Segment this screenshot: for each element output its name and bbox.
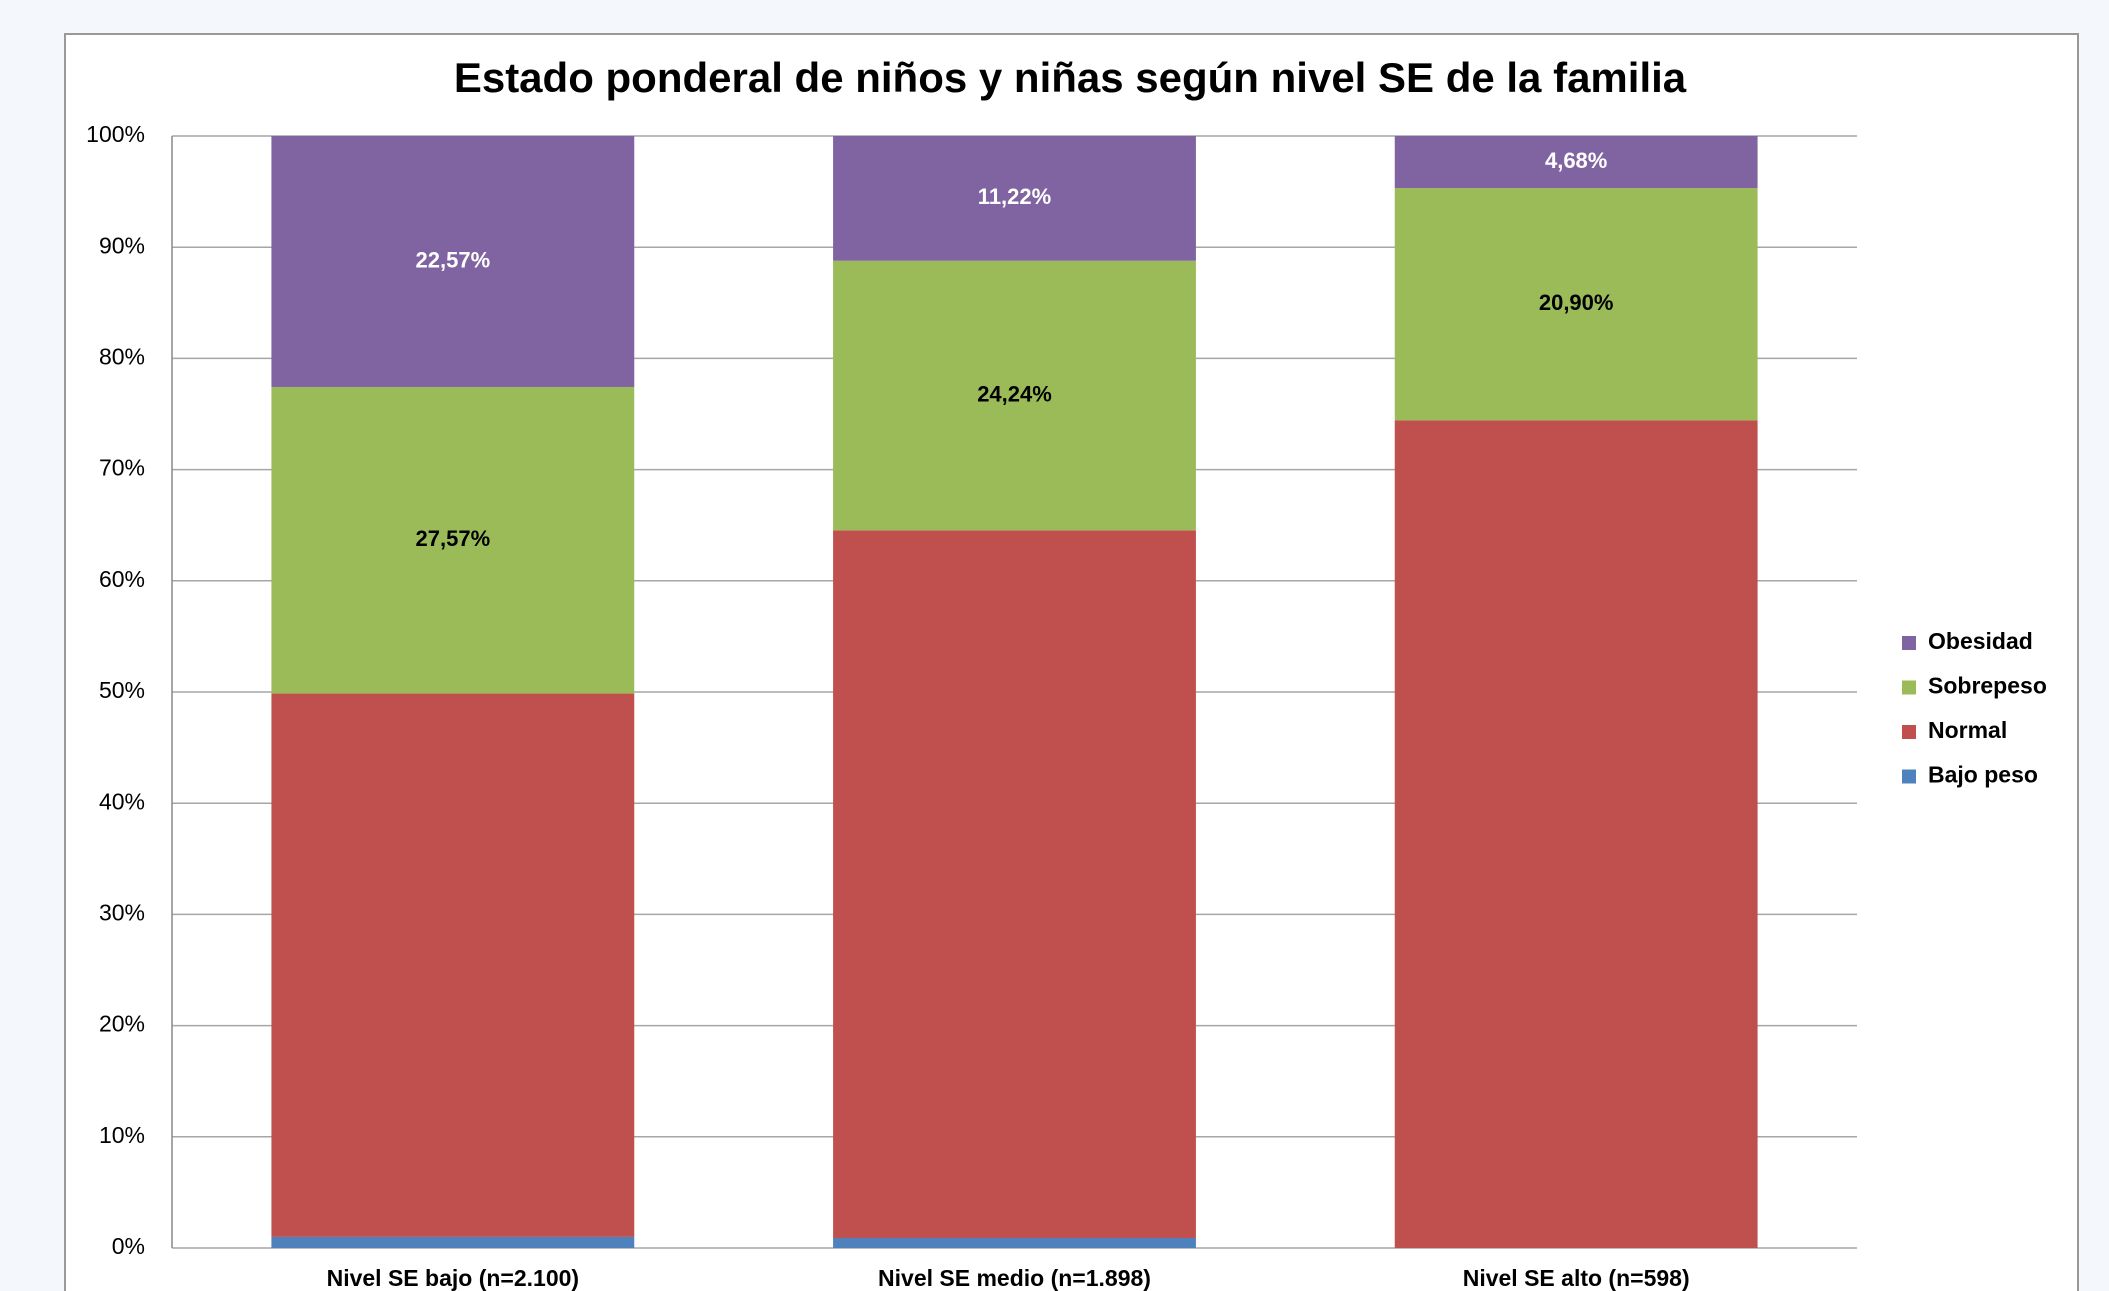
- legend-swatch: [1902, 636, 1916, 650]
- data-label: 11,22%: [978, 184, 1051, 209]
- data-label: 24,24%: [977, 381, 1052, 406]
- bar-segment: [833, 136, 1196, 261]
- legend-label: Obesidad: [1928, 628, 2033, 654]
- y-tick-label: 90%: [99, 232, 145, 258]
- bar-segment: [271, 693, 635, 1237]
- chart-title: Estado ponderal de niños y niñas según n…: [454, 54, 1687, 101]
- y-tick-label: 30%: [99, 899, 145, 925]
- y-tick-label: 60%: [99, 566, 145, 592]
- legend-label: Bajo peso: [1928, 762, 2038, 788]
- legend-swatch: [1902, 725, 1916, 739]
- x-tick-label: Nivel SE medio (n=1.898): [878, 1265, 1151, 1291]
- bar-segment: [833, 260, 1196, 531]
- y-tick-label: 50%: [99, 677, 145, 703]
- bar-segment: [271, 386, 635, 694]
- bar-segment: [1394, 420, 1758, 1248]
- data-label: 4,68%: [1545, 148, 1607, 173]
- y-tick-label: 70%: [99, 455, 145, 481]
- bar-segment: [1394, 188, 1758, 421]
- data-label: 27,57%: [416, 526, 491, 551]
- bar-segment: [833, 530, 1196, 1238]
- legend-label: Normal: [1928, 717, 2007, 743]
- bar-segment: [271, 136, 635, 387]
- legend-swatch: [1902, 769, 1916, 784]
- y-tick-label: 10%: [99, 1122, 145, 1148]
- y-tick-label: 20%: [99, 1011, 145, 1037]
- bar-segment: [271, 1236, 635, 1248]
- data-label: 20,90%: [1539, 290, 1614, 315]
- bar-segment: [1394, 136, 1758, 189]
- y-tick-label: 80%: [99, 343, 145, 369]
- bar-segment: [833, 1237, 1196, 1248]
- x-tick-label: Nivel SE bajo (n=2.100): [327, 1265, 579, 1291]
- y-tick-label: 0%: [112, 1233, 145, 1259]
- legend-swatch: [1902, 680, 1916, 695]
- data-label: 22,57%: [416, 247, 491, 272]
- y-tick-label: 100%: [86, 121, 145, 147]
- x-tick-label: Nivel SE alto (n=598): [1463, 1265, 1690, 1291]
- legend-label: Sobrepeso: [1928, 673, 2047, 699]
- y-tick-label: 40%: [99, 788, 145, 814]
